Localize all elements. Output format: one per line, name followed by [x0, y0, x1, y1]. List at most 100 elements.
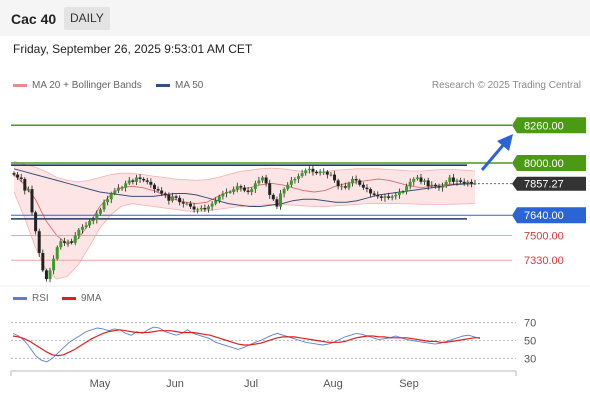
- candle-body: [304, 170, 308, 174]
- rsi-ma-legend-label: 9MA: [81, 293, 102, 304]
- candle-body: [113, 190, 117, 194]
- candle-body: [473, 183, 477, 185]
- candle-body: [12, 173, 16, 175]
- candle-body: [383, 196, 387, 198]
- level-label-7330.00: 7330.00: [524, 255, 564, 267]
- candle-body: [196, 209, 200, 211]
- candle-body: [214, 200, 218, 204]
- candle-body: [206, 206, 210, 210]
- x-tick-label: Aug: [323, 378, 343, 390]
- candle-body: [106, 199, 110, 203]
- candle-body: [351, 178, 355, 184]
- candle-body: [95, 213, 99, 220]
- candle-body: [120, 187, 124, 189]
- candle-body: [228, 192, 232, 194]
- rsi-level-label-70: 70: [524, 318, 536, 330]
- candle-body: [224, 192, 228, 194]
- candle-body: [239, 186, 243, 188]
- ma50-swatch: [156, 83, 170, 87]
- ma50-legend-label: MA 50: [175, 80, 204, 91]
- legend-ma50: MA 50: [156, 80, 203, 91]
- candle-body: [30, 189, 34, 213]
- current-price-label: 7857.27: [524, 179, 564, 191]
- x-tick-label: May: [90, 378, 111, 390]
- candle-body: [149, 181, 153, 185]
- forecast-arrow-head: [497, 134, 513, 151]
- candle-body: [55, 247, 59, 259]
- candle-body: [441, 186, 445, 188]
- legend-ma20: MA 20 + Bollinger Bands: [13, 80, 142, 91]
- candle-body: [70, 241, 74, 243]
- candle-body: [116, 187, 120, 191]
- rsi-level-label-30: 30: [524, 353, 536, 365]
- candle-body: [160, 190, 164, 194]
- candle-body: [455, 180, 459, 182]
- candle-body: [264, 177, 268, 184]
- candle-body: [311, 168, 315, 172]
- candle-body: [174, 196, 178, 198]
- candle-body: [192, 206, 196, 210]
- candle-body: [343, 186, 347, 188]
- candle-body: [145, 180, 149, 182]
- x-tick-label: Jul: [244, 378, 258, 390]
- candle-body: [469, 181, 473, 184]
- candle-body: [102, 202, 106, 210]
- candle-body: [289, 180, 293, 185]
- candle-body: [369, 189, 373, 194]
- candle-body: [372, 193, 376, 195]
- candle-body: [163, 193, 167, 195]
- candle-body: [19, 177, 23, 179]
- level-label-7500.00: 7500.00: [524, 231, 564, 243]
- candle-body: [124, 183, 128, 188]
- candle-body: [37, 231, 41, 253]
- forecast-arrow-shaft: [480, 142, 507, 171]
- bollinger-upper-line: [13, 161, 476, 183]
- candle-body: [243, 187, 246, 191]
- rsi-ma-line: [12, 329, 480, 357]
- header-bar: Cac 40 DAILY: [0, 0, 590, 36]
- symbol-title: Cac 40: [11, 11, 57, 27]
- ma20-legend-label: MA 20 + Bollinger Bands: [32, 80, 142, 91]
- candle-body: [279, 193, 283, 207]
- candle-body: [444, 181, 448, 187]
- candle-body: [246, 190, 250, 193]
- rsi-legend-label: RSI: [32, 293, 49, 304]
- candle-body: [336, 180, 340, 187]
- level-label-8000.00: 8000.00: [524, 158, 564, 170]
- candle-body: [178, 197, 182, 203]
- x-tick-label: Sep: [399, 378, 419, 390]
- candle-body: [73, 235, 77, 243]
- candle-body: [426, 180, 430, 187]
- research-credit: Research © 2025 Trading Central: [431, 80, 581, 91]
- period-button[interactable]: DAILY: [64, 7, 110, 30]
- candle-body: [275, 199, 279, 207]
- candle-body: [268, 183, 272, 195]
- candle-body: [77, 229, 81, 236]
- rsi-level-label-50: 50: [524, 336, 536, 348]
- candle-body: [199, 207, 203, 210]
- candle-body: [109, 193, 113, 200]
- candle-body: [23, 178, 27, 191]
- candle-body: [300, 173, 304, 177]
- candle-body: [134, 177, 138, 182]
- candle-body: [156, 189, 160, 191]
- candle-body: [315, 171, 319, 174]
- candle-body: [433, 184, 437, 187]
- candle-body: [250, 189, 254, 193]
- candle-body: [167, 194, 171, 201]
- candle-body: [62, 241, 66, 243]
- candle-body: [142, 178, 146, 181]
- candle-body: [462, 181, 466, 184]
- candle-body: [379, 196, 383, 198]
- candle-body: [203, 207, 207, 210]
- candle-body: [127, 180, 131, 184]
- candle-body: [390, 196, 394, 198]
- candle-body: [293, 178, 297, 181]
- candle-body: [282, 189, 286, 194]
- candle-body: [261, 177, 265, 181]
- candle-body: [131, 180, 135, 182]
- candle-body: [408, 181, 412, 187]
- candle-body: [80, 226, 84, 230]
- candle-body: [44, 270, 48, 280]
